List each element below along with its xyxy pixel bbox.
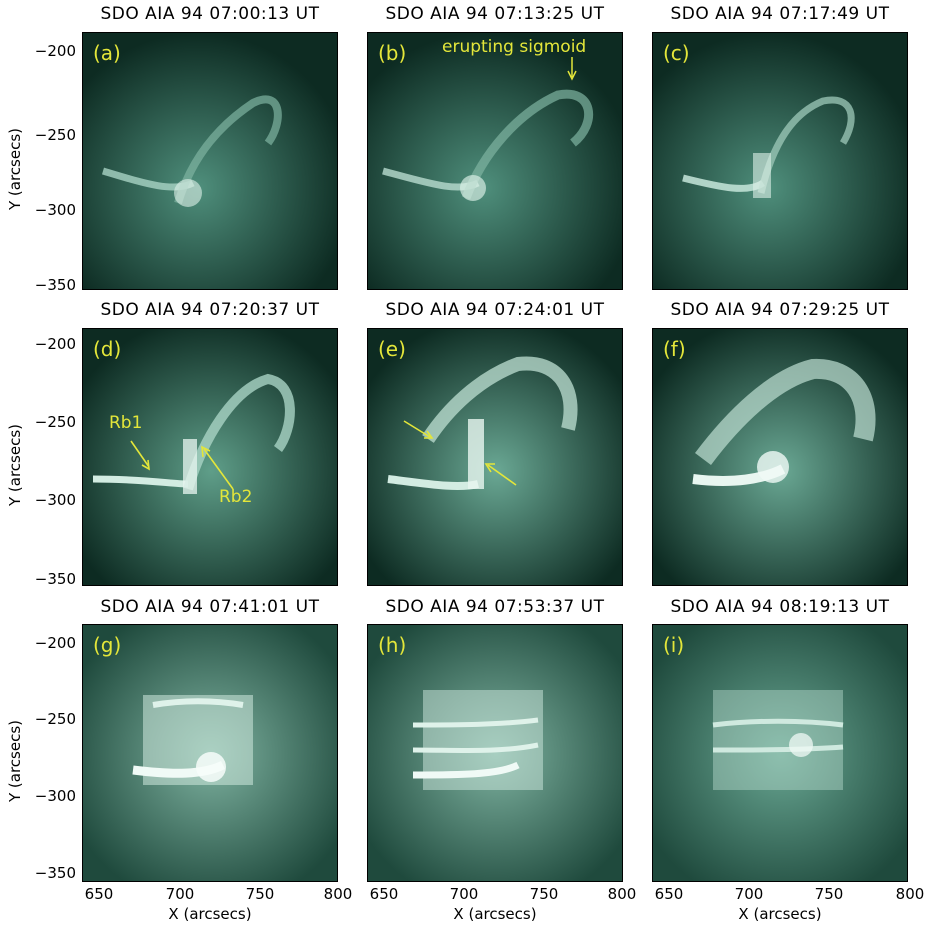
image-e bbox=[368, 329, 622, 585]
image-panel-c: (c) bbox=[652, 32, 908, 290]
image-panel-i: (i) bbox=[652, 624, 908, 882]
image-b bbox=[368, 33, 622, 289]
y-tick-label: −200 bbox=[34, 634, 76, 652]
panel-title-a: SDO AIA 94 07:00:13 UT bbox=[100, 4, 320, 24]
image-d bbox=[83, 329, 337, 585]
annotation-erupting-sigmoid: erupting sigmoid bbox=[442, 37, 587, 57]
panel-label-h: (h) bbox=[378, 633, 407, 657]
annotation-rb2: Rb2 bbox=[219, 487, 253, 507]
image-h bbox=[368, 625, 622, 881]
image-panel-d: (d) Rb1 Rb2 bbox=[82, 328, 338, 586]
panel-label-d: (d) bbox=[93, 337, 122, 361]
annotation-rb1: Rb1 bbox=[109, 413, 143, 433]
panel-label-f: (f) bbox=[663, 337, 686, 361]
y-axis-label-row2: Y (arcsecs) bbox=[6, 423, 24, 506]
y-tick-label: −300 bbox=[34, 491, 76, 509]
x-tick-label: 800 bbox=[607, 885, 637, 903]
panel-title-e: SDO AIA 94 07:24:01 UT bbox=[385, 300, 605, 320]
x-tick-label: 750 bbox=[245, 885, 275, 903]
panel-label-e: (e) bbox=[378, 337, 406, 361]
image-i bbox=[653, 625, 907, 881]
panel-title-d: SDO AIA 94 07:20:37 UT bbox=[100, 300, 320, 320]
panel-title-i: SDO AIA 94 08:19:13 UT bbox=[670, 597, 890, 617]
panel-title-b: SDO AIA 94 07:13:25 UT bbox=[385, 4, 605, 24]
y-tick-label: −250 bbox=[34, 710, 76, 728]
y-tick-label: −350 bbox=[34, 276, 76, 294]
image-panel-h: (h) bbox=[367, 624, 623, 882]
y-tick-label: −200 bbox=[34, 42, 76, 60]
panel-title-c: SDO AIA 94 07:17:49 UT bbox=[670, 4, 890, 24]
image-panel-a: (a) bbox=[82, 32, 338, 290]
image-panel-f: (f) bbox=[652, 328, 908, 586]
panel-title-g: SDO AIA 94 07:41:01 UT bbox=[100, 597, 320, 617]
x-tick-label: 700 bbox=[165, 885, 195, 903]
panel-title-f: SDO AIA 94 07:29:25 UT bbox=[670, 300, 890, 320]
x-tick-label: 650 bbox=[84, 885, 114, 903]
x-tick-label: 700 bbox=[449, 885, 479, 903]
image-a bbox=[83, 33, 337, 289]
x-tick-label: 750 bbox=[529, 885, 559, 903]
panel-title-h: SDO AIA 94 07:53:37 UT bbox=[385, 597, 605, 617]
image-g bbox=[83, 625, 337, 881]
x-axis-label-col3: X (arcsecs) bbox=[738, 905, 822, 923]
y-tick-label: −350 bbox=[34, 864, 76, 882]
y-tick-label: −300 bbox=[34, 787, 76, 805]
panel-label-c: (c) bbox=[663, 41, 690, 65]
panel-label-g: (g) bbox=[93, 633, 122, 657]
x-tick-label: 750 bbox=[814, 885, 844, 903]
image-c bbox=[653, 33, 907, 289]
x-axis-label-col2: X (arcsecs) bbox=[453, 905, 537, 923]
y-tick-label: −350 bbox=[34, 570, 76, 588]
panel-label-b: (b) bbox=[378, 41, 407, 65]
y-axis-label-row1: Y (arcsecs) bbox=[6, 127, 24, 210]
y-tick-label: −250 bbox=[34, 413, 76, 431]
x-axis-label-col1: X (arcsecs) bbox=[168, 905, 252, 923]
x-tick-label: 650 bbox=[369, 885, 399, 903]
y-tick-label: −250 bbox=[34, 126, 76, 144]
y-axis-label-row3: Y (arcsecs) bbox=[6, 719, 24, 802]
x-tick-label: 800 bbox=[895, 885, 925, 903]
image-panel-b: (b) erupting sigmoid bbox=[367, 32, 623, 290]
x-tick-label: 650 bbox=[654, 885, 684, 903]
y-tick-label: −200 bbox=[34, 335, 76, 353]
image-panel-g: (g) bbox=[82, 624, 338, 882]
x-tick-label: 800 bbox=[323, 885, 353, 903]
image-f bbox=[653, 329, 907, 585]
panel-label-i: (i) bbox=[663, 633, 685, 657]
y-tick-label: −300 bbox=[34, 201, 76, 219]
panel-label-a: (a) bbox=[93, 41, 121, 65]
x-tick-label: 700 bbox=[734, 885, 764, 903]
image-panel-e: (e) bbox=[367, 328, 623, 586]
